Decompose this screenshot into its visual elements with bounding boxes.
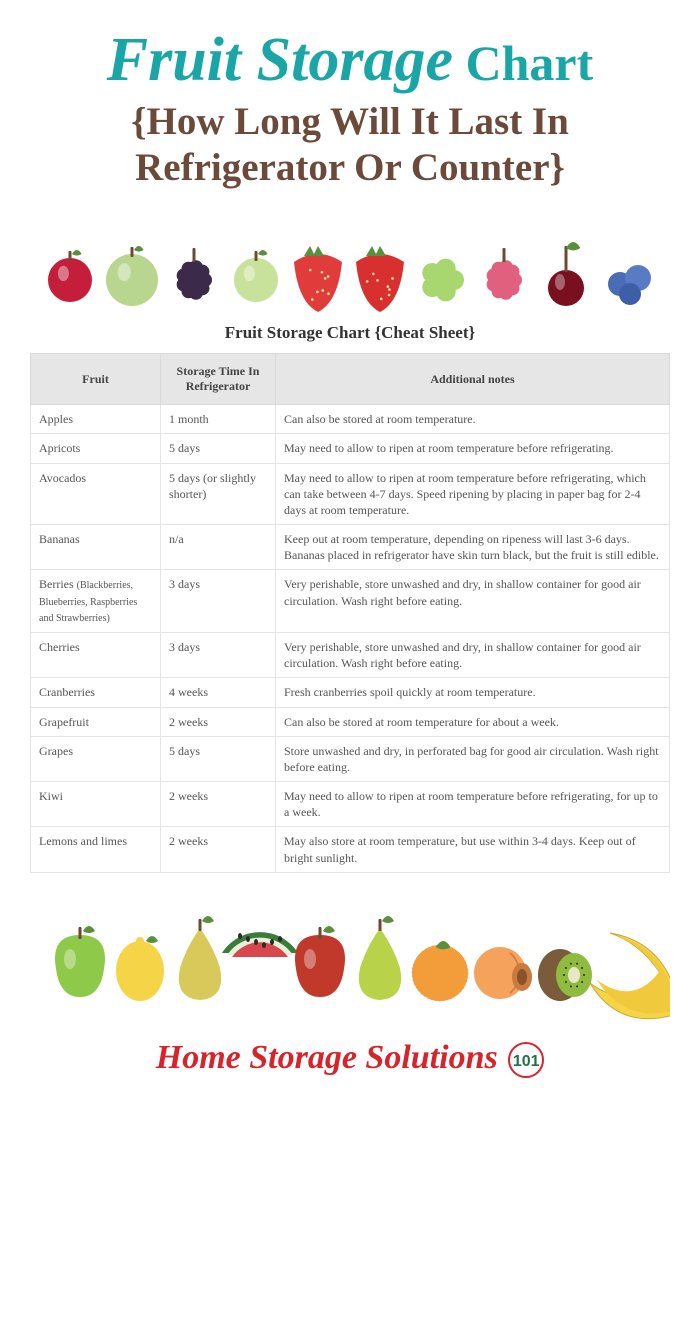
cell-fruit: Grapefruit <box>31 707 161 736</box>
cell-notes: Fresh cranberries spoil quickly at room … <box>276 678 670 707</box>
cell-time: 3 days <box>161 570 276 633</box>
cell-notes: Store unwashed and dry, in perforated ba… <box>276 736 670 781</box>
cell-fruit: Apples <box>31 405 161 434</box>
footer-logo: Home Storage Solutions 101 <box>25 1039 675 1078</box>
col-time: Storage Time In Refrigerator <box>161 354 276 405</box>
cell-time: 3 days <box>161 632 276 677</box>
fruit-illustration-bottom <box>25 883 675 1033</box>
col-notes: Additional notes <box>276 354 670 405</box>
table-row: Apples1 monthCan also be stored at room … <box>31 405 670 434</box>
cell-fruit: Cranberries <box>31 678 161 707</box>
table-row: Cherries3 daysVery perishable, store unw… <box>31 632 670 677</box>
cell-fruit: Avocados <box>31 463 161 525</box>
cell-fruit: Kiwi <box>31 782 161 827</box>
cell-notes: Very perishable, store unwashed and dry,… <box>276 632 670 677</box>
table-body: Apples1 monthCan also be stored at room … <box>31 405 670 873</box>
top-fruits-svg <box>30 205 670 315</box>
col-fruit: Fruit <box>31 354 161 405</box>
main-title: Fruit Storage Chart <box>25 28 675 93</box>
page-container: Fruit Storage Chart {How Long Will It La… <box>0 0 700 1078</box>
cell-time: 4 weeks <box>161 678 276 707</box>
table-row: Avocados5 days (or slightly shorter)May … <box>31 463 670 525</box>
cell-notes: Can also be stored at room temperature f… <box>276 707 670 736</box>
table-row: Grapes5 daysStore unwashed and dry, in p… <box>31 736 670 781</box>
table-row: Lemons and limes2 weeksMay also store at… <box>31 827 670 872</box>
cell-notes: May need to allow to ripen at room tempe… <box>276 782 670 827</box>
cell-time: 2 weeks <box>161 782 276 827</box>
table-row: Cranberries4 weeksFresh cranberries spoi… <box>31 678 670 707</box>
cell-time: 2 weeks <box>161 827 276 872</box>
table-row: Bananasn/aKeep out at room temperature, … <box>31 525 670 570</box>
cell-time: 2 weeks <box>161 707 276 736</box>
cell-fruit: Berries (Blackberries, Blueberries, Rasp… <box>31 570 161 633</box>
cell-time: 5 days <box>161 736 276 781</box>
cell-fruit: Cherries <box>31 632 161 677</box>
title-script-part: Fruit Storage <box>107 26 453 94</box>
table-row: Apricots5 daysMay need to allow to ripen… <box>31 434 670 463</box>
cell-time: 1 month <box>161 405 276 434</box>
table-row: Kiwi2 weeksMay need to allow to ripen at… <box>31 782 670 827</box>
cell-notes: May need to allow to ripen at room tempe… <box>276 463 670 525</box>
table-row: Berries (Blackberries, Blueberries, Rasp… <box>31 570 670 633</box>
subtitle: {How Long Will It Last In Refrigerator O… <box>25 99 675 191</box>
cell-fruit: Grapes <box>31 736 161 781</box>
cell-fruit: Apricots <box>31 434 161 463</box>
cell-time: 5 days <box>161 434 276 463</box>
cell-notes: May also store at room temperature, but … <box>276 827 670 872</box>
cell-notes: Very perishable, store unwashed and dry,… <box>276 570 670 633</box>
cell-notes: May need to allow to ripen at room tempe… <box>276 434 670 463</box>
table-row: Grapefruit2 weeksCan also be stored at r… <box>31 707 670 736</box>
footer-badge: 101 <box>508 1042 544 1078</box>
cell-notes: Keep out at room temperature, depending … <box>276 525 670 570</box>
fruit-illustration-top <box>25 205 675 315</box>
cell-time: 5 days (or slightly shorter) <box>161 463 276 525</box>
storage-table: Fruit Storage Time In Refrigerator Addit… <box>30 353 670 873</box>
cell-fruit: Bananas <box>31 525 161 570</box>
cell-fruit: Lemons and limes <box>31 827 161 872</box>
cell-time: n/a <box>161 525 276 570</box>
table-header: Fruit Storage Time In Refrigerator Addit… <box>31 354 670 405</box>
cell-notes: Can also be stored at room temperature. <box>276 405 670 434</box>
title-bold-part: Chart <box>466 35 594 91</box>
footer-text: Home Storage Solutions <box>156 1039 498 1076</box>
bottom-fruits-svg <box>30 883 670 1033</box>
sheet-title: Fruit Storage Chart {Cheat Sheet} <box>25 323 675 343</box>
